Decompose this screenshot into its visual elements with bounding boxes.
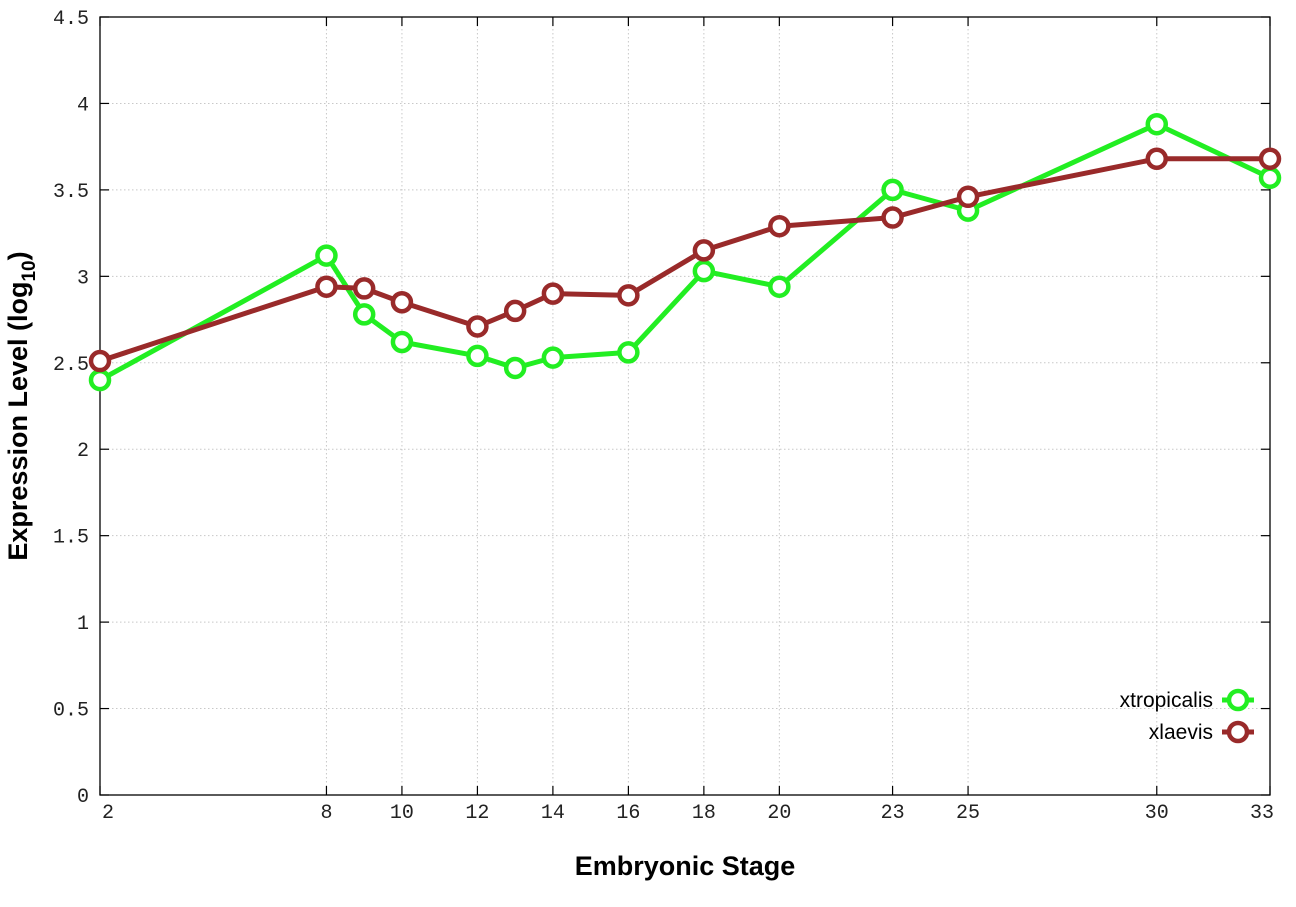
y-tick-label: 2 bbox=[77, 440, 89, 463]
y-tick-label: 3.5 bbox=[53, 181, 89, 204]
data-point-xtropicalis bbox=[692, 259, 716, 283]
data-point-xlaevis bbox=[315, 275, 338, 298]
data-point-xlaevis bbox=[1145, 147, 1169, 171]
grid-lines bbox=[100, 17, 1270, 795]
data-point-xtropicalis bbox=[881, 178, 904, 202]
data-point-xlaevis bbox=[352, 277, 376, 300]
data-point-xlaevis bbox=[768, 214, 791, 238]
series-line-xlaevis bbox=[99, 156, 1270, 364]
y-axis-title-main: Expression Level (log bbox=[3, 282, 33, 561]
x-tick-label: 23 bbox=[881, 802, 905, 825]
y-tick-label: 0.5 bbox=[53, 700, 89, 723]
y-axis-title: Expression Level (log10) bbox=[3, 251, 40, 560]
data-point-xtropicalis bbox=[541, 346, 565, 369]
data-point-xtropicalis bbox=[352, 303, 376, 326]
legend-entry-xtropicalis: xtropicalis bbox=[1120, 688, 1254, 712]
legend-marker-swatch bbox=[1226, 688, 1250, 712]
x-axis-title: Embryonic Stage bbox=[575, 851, 796, 881]
x-tick-label: 10 bbox=[390, 802, 414, 825]
y-axis-title-subscript: 10 bbox=[19, 260, 40, 281]
data-point-xtropicalis bbox=[466, 344, 489, 368]
x-tick-label: 14 bbox=[541, 802, 565, 825]
series-xtropicalis bbox=[88, 112, 1282, 392]
series-line-xtropicalis bbox=[98, 121, 1272, 383]
x-tick-label: 8 bbox=[320, 802, 332, 825]
x-tick-label: 16 bbox=[616, 802, 640, 825]
data-point-xtropicalis bbox=[390, 330, 414, 354]
x-tick-label: 18 bbox=[692, 802, 716, 825]
data-point-xtropicalis bbox=[503, 356, 527, 380]
y-tick-label: 1 bbox=[77, 613, 89, 636]
y-tick-label: 0 bbox=[77, 786, 89, 809]
legend-label: xtropicalis bbox=[1120, 689, 1213, 712]
y-tick-label: 1.5 bbox=[53, 527, 89, 550]
data-point-xtropicalis bbox=[315, 244, 338, 267]
data-point-xlaevis bbox=[617, 284, 640, 307]
data-point-xtropicalis bbox=[88, 368, 112, 392]
legend-marker-swatch bbox=[1226, 720, 1250, 744]
y-tick-label: 3 bbox=[77, 267, 89, 290]
x-tick-label: 2 bbox=[102, 802, 114, 825]
legend-label: xlaevis bbox=[1149, 721, 1213, 744]
axis-ticks: 0 0.5 1 1.5 2 2.5 3 3.5 4 4.5 2 8 10 12 14 16 18 20 23 25 30… bbox=[53, 8, 1274, 825]
data-point-xtropicalis bbox=[617, 341, 640, 364]
data-point-xtropicalis bbox=[1258, 166, 1282, 190]
data-series bbox=[88, 112, 1282, 392]
data-point-xlaevis bbox=[466, 315, 489, 338]
data-point-xtropicalis bbox=[1145, 112, 1169, 136]
y-tick-label: 4.5 bbox=[53, 8, 89, 31]
x-tick-label: 20 bbox=[767, 802, 791, 825]
data-point-xlaevis bbox=[541, 282, 565, 305]
legend: xtropicalis xlaevis bbox=[1120, 688, 1254, 744]
y-tick-label: 2.5 bbox=[53, 354, 89, 377]
series-xlaevis bbox=[88, 147, 1282, 373]
x-tick-label: 30 bbox=[1145, 802, 1169, 825]
y-tick-label: 4 bbox=[77, 94, 89, 117]
data-point-xtropicalis bbox=[768, 275, 791, 298]
legend-entry-xlaevis: xlaevis bbox=[1149, 720, 1254, 744]
data-point-xlaevis bbox=[88, 349, 112, 373]
data-point-xlaevis bbox=[1258, 147, 1282, 171]
data-point-xlaevis bbox=[503, 299, 527, 323]
x-tick-label: 25 bbox=[956, 802, 980, 825]
x-tick-label: 33 bbox=[1250, 802, 1274, 825]
data-point-xlaevis bbox=[956, 185, 980, 209]
x-tick-label: 12 bbox=[465, 802, 489, 825]
data-point-xlaevis bbox=[692, 239, 716, 262]
plot-frame bbox=[99, 16, 1271, 796]
data-point-xlaevis bbox=[390, 291, 414, 314]
data-point-xlaevis bbox=[881, 206, 904, 229]
y-axis-title-close: ) bbox=[3, 251, 33, 260]
